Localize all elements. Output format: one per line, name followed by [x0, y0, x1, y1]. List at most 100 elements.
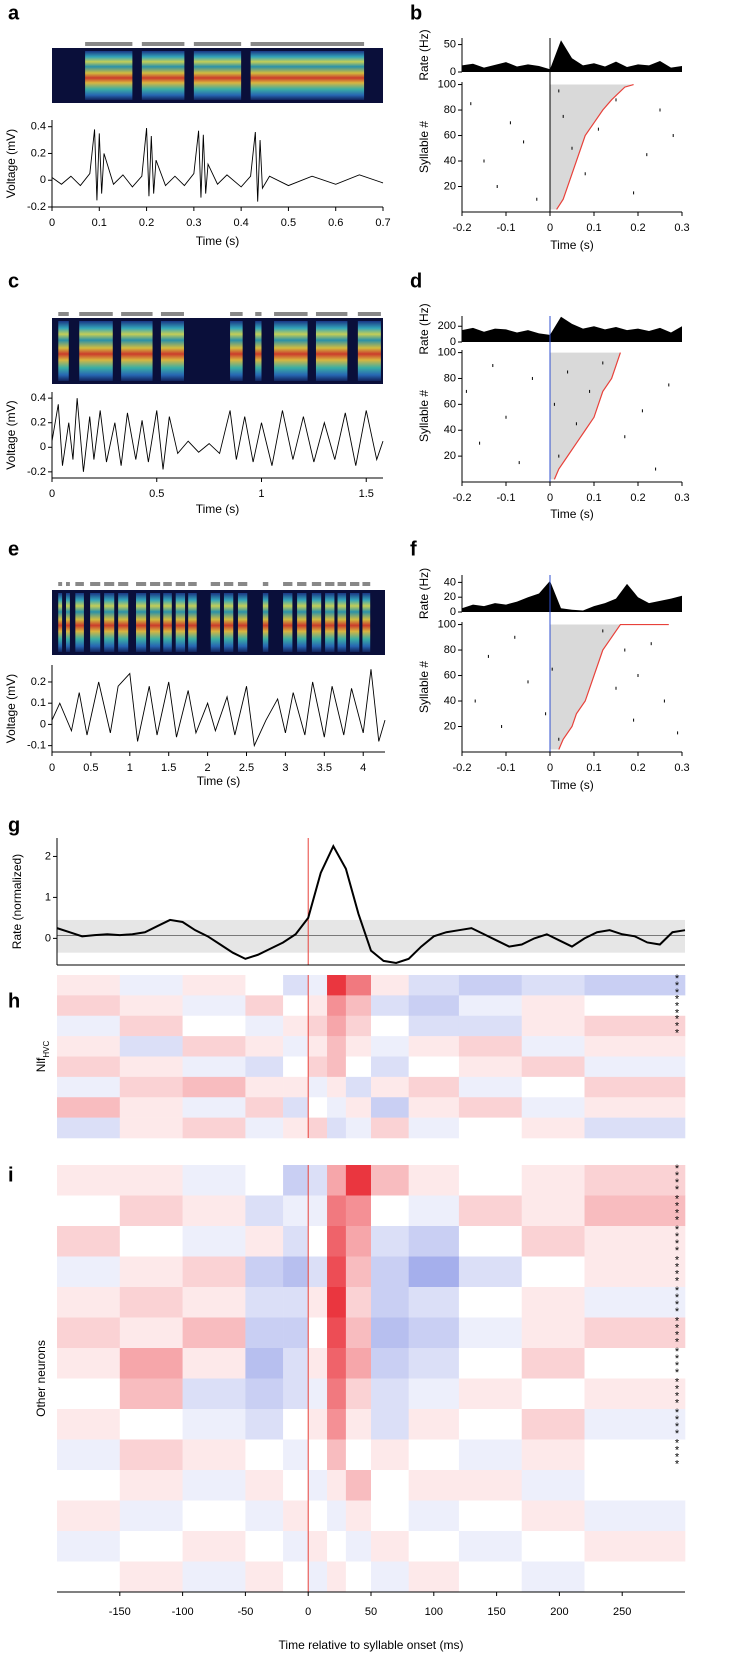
significance-marker: * [675, 1163, 680, 1175]
heatmap-cell [584, 975, 686, 996]
heatmap-cell [408, 1531, 460, 1562]
heatmap-cell [371, 1531, 409, 1562]
heatmap-cell [57, 1409, 121, 1440]
heatmap-cell [283, 1409, 309, 1440]
significance-marker: * [675, 1238, 680, 1250]
heatmap-cell [371, 1256, 409, 1288]
x-tick-label: 0.2 [630, 492, 645, 504]
x-tick-label: -150 [109, 1606, 131, 1618]
x-tick-label: 3.5 [317, 762, 332, 774]
heatmap-cell [521, 1117, 585, 1139]
y-tick-label: 40 [444, 576, 456, 588]
heatmap-cell [327, 1256, 347, 1288]
y-axis-label: Rate (Hz) [417, 568, 431, 619]
panel-label: g [8, 814, 20, 836]
y-tick-label: 1 [45, 891, 51, 903]
y-axis-label: Syllable # [417, 121, 431, 173]
heatmap-cell [245, 1317, 284, 1349]
heatmap-cell [57, 1500, 121, 1532]
y-tick-label: 0 [45, 932, 51, 944]
heatmap-cell [584, 1561, 686, 1593]
heatmap-cell [371, 1036, 409, 1057]
heatmap-cell [308, 1378, 328, 1410]
syllable-spectrum [262, 593, 269, 652]
heatmap-cell [521, 995, 585, 1017]
heatmap-cell [119, 975, 183, 996]
heatmap-cell [521, 1317, 585, 1349]
syllable-spectrum [311, 593, 322, 652]
voltage-trace [51, 669, 386, 748]
syllable-bar [104, 582, 115, 586]
y-tick-label: 100 [438, 346, 456, 358]
syllable-spectrum [136, 593, 147, 652]
x-tick-label: 50 [365, 1606, 377, 1618]
heatmap-cell [584, 1439, 686, 1471]
significance-marker: * [675, 1014, 680, 1026]
significance-marker: * [675, 1231, 680, 1243]
x-tick-label: 0.5 [83, 762, 98, 774]
heatmap-cell [584, 1076, 686, 1098]
heatmap-cell [327, 1097, 347, 1118]
heatmap-cell [345, 995, 372, 1017]
significance-marker: * [675, 1390, 680, 1402]
heatmap-cell [408, 1409, 460, 1440]
heatmap-cell [119, 1056, 183, 1078]
heatmap-cell [521, 1056, 585, 1078]
heatmap-cell [245, 1378, 284, 1410]
significance-marker: * [675, 1367, 680, 1379]
heatmap-cell [584, 1348, 686, 1379]
heatmap-cell [283, 1195, 309, 1227]
x-tick-label: 0.3 [674, 222, 689, 234]
heatmap-cell [308, 1195, 328, 1227]
x-tick-label: 200 [550, 1606, 568, 1618]
y-tick-label: 0.2 [31, 147, 46, 159]
response-window [550, 624, 669, 750]
heatmap-cell [308, 995, 328, 1017]
x-tick-label: 0.1 [586, 492, 601, 504]
significance-marker: * [675, 1329, 680, 1341]
heatmap-cell [458, 1076, 523, 1098]
syllable-spectrum [188, 593, 197, 652]
heatmap-cell [371, 975, 409, 996]
x-tick-label: 2 [205, 762, 211, 774]
baseline-band [57, 919, 685, 953]
significance-marker: * [675, 1207, 680, 1219]
y-axis-label: Voltage (mV) [4, 129, 18, 198]
heatmap-cell [57, 1470, 121, 1501]
heatmap-cell [283, 1287, 309, 1318]
x-tick-label: 0.3 [674, 492, 689, 504]
heatmap-cell [408, 1287, 460, 1318]
heatmap-cell [408, 1117, 460, 1139]
syllable-bar [188, 582, 197, 586]
syllable-bar [66, 582, 70, 586]
heatmap-cell [308, 1165, 328, 1196]
heatmap-cell [345, 1226, 372, 1257]
x-tick-label: -0.1 [497, 762, 516, 774]
x-tick-label: 1.5 [161, 762, 176, 774]
significance-marker: * [675, 1346, 680, 1358]
y-axis-label: Rate (Hz) [417, 303, 431, 354]
heatmap-cell [327, 1195, 347, 1227]
heatmap-cell [57, 1317, 121, 1349]
response-boundary [556, 83, 634, 210]
panel-label: b [410, 2, 422, 24]
heatmap-cell [308, 975, 328, 996]
heatmap-cell [245, 1439, 284, 1471]
heatmap-cell [458, 1195, 523, 1227]
syllable-bar [160, 312, 184, 316]
significance-marker: * [675, 987, 680, 999]
syllable-spectrum [160, 321, 184, 381]
heatmap-cell [119, 1317, 183, 1349]
heatmap-cell [458, 995, 523, 1017]
syllable-spectrum [163, 593, 172, 652]
heatmap-cell [245, 1097, 284, 1118]
syllable-bar [90, 582, 101, 586]
heatmap-cell [408, 1256, 460, 1288]
heatmap-cell [57, 1226, 121, 1257]
panel-label: i [8, 1164, 14, 1186]
significance-marker: * [675, 1261, 680, 1273]
significance-marker: * [675, 1028, 680, 1040]
heatmap-cell [371, 1226, 409, 1257]
significance-marker: * [675, 1254, 680, 1266]
heatmap-cell [119, 1287, 183, 1318]
